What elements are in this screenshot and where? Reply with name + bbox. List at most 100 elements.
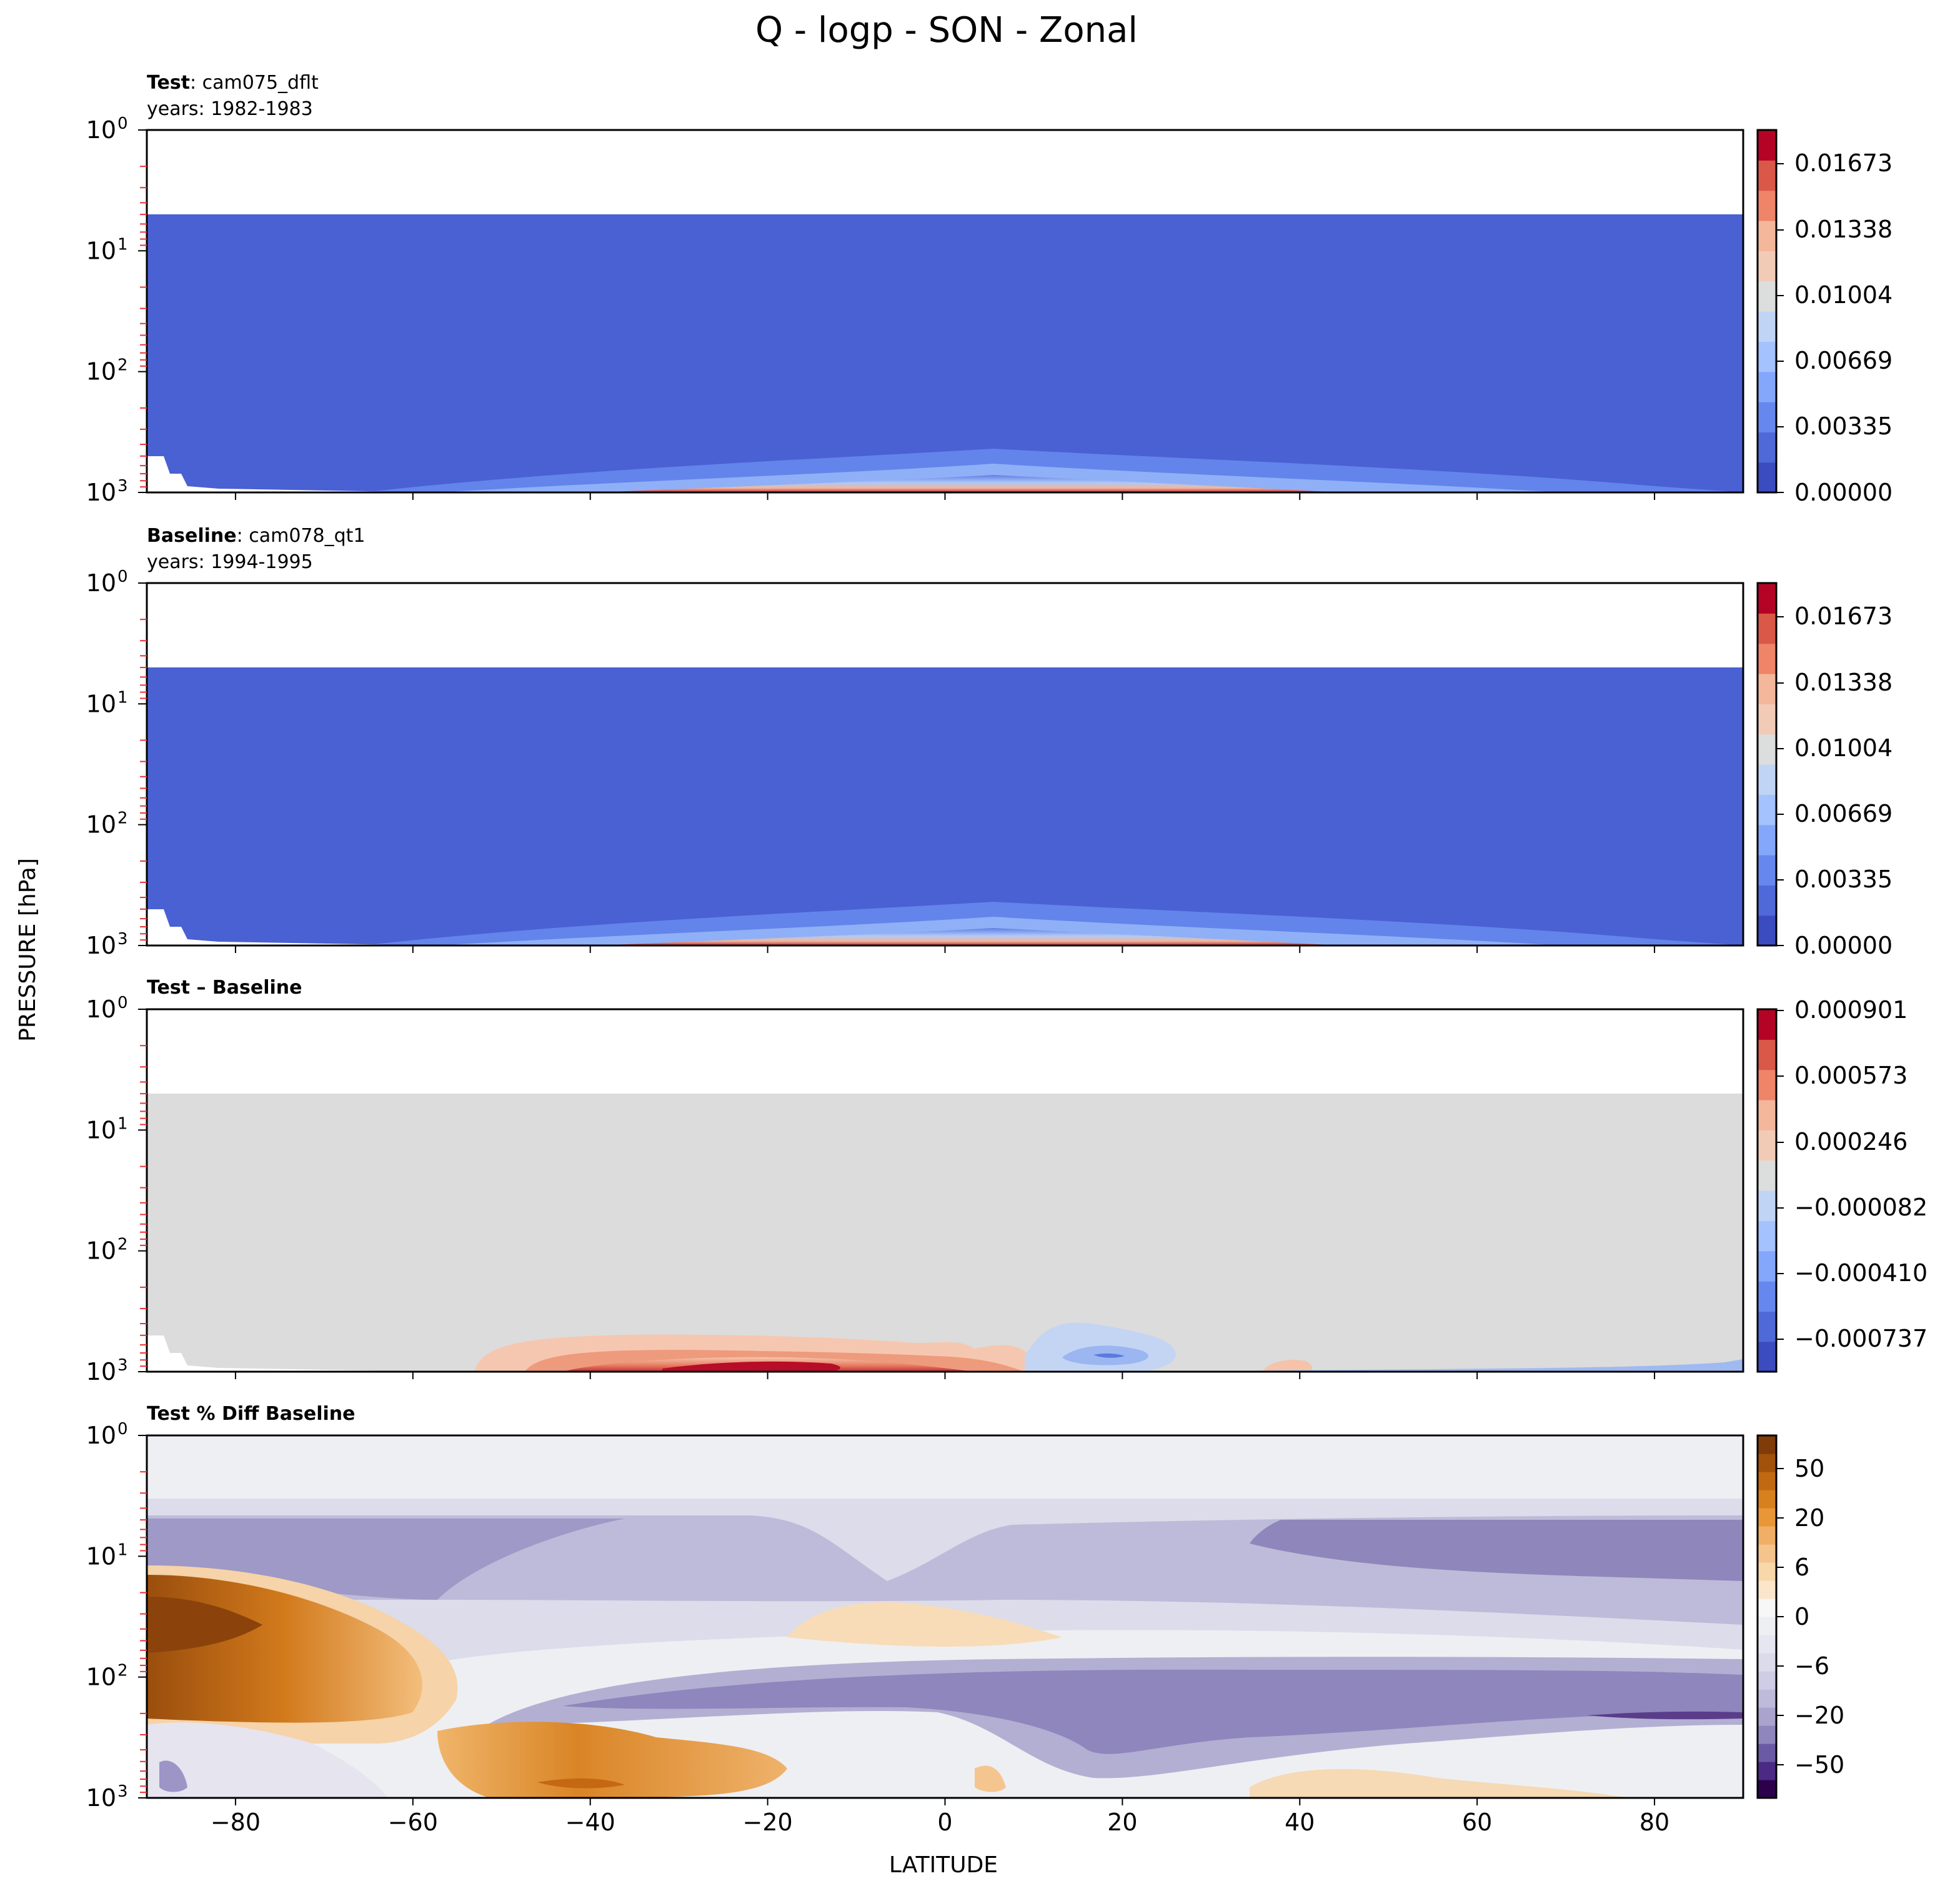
- colorbar-tick-label: 0.00000: [1794, 932, 1893, 959]
- colorbar-tick-label: 6: [1794, 1554, 1809, 1581]
- colorbar-tick-label: 0.000901: [1794, 996, 1908, 1024]
- colorbar-tick-label: 0.00669: [1794, 800, 1893, 827]
- y-tick-label: 10: [86, 1542, 116, 1570]
- colorbar-segment: [1758, 1454, 1776, 1472]
- plot-area: [146, 1434, 1744, 1799]
- y-tick-label: 10: [86, 690, 116, 717]
- colorbar-segment: [1758, 281, 1776, 312]
- colorbar: 0.01673 0.01338 0.01004 0.00669 0.00335 …: [1756, 129, 1893, 506]
- colorbar-segment: [1758, 402, 1776, 432]
- colorbar-tick-labels: 0.000901 0.000573 0.000246 −0.000082 −0.…: [1794, 996, 1928, 1352]
- colorbar-tick-labels: 0.01673 0.01338 0.01004 0.00669 0.00335 …: [1794, 149, 1893, 506]
- colorbar-segment: [1758, 1472, 1776, 1490]
- colorbar-segment: [1758, 1617, 1776, 1635]
- x-tick-label: 80: [1639, 1809, 1669, 1836]
- colorbar-segment: [1758, 764, 1776, 795]
- panel-subtitle: years: 1982-1983: [147, 98, 313, 120]
- colorbar-tick-label: 0: [1794, 1603, 1809, 1630]
- colorbar-segment: [1758, 1508, 1776, 1527]
- colorbar-segment: [1758, 1653, 1776, 1672]
- y-tick-label: 10: [86, 358, 116, 386]
- surface-layer-3: [594, 928, 1343, 946]
- panel-test: Test: cam075_dflt years: 1982-1983 10 010…: [86, 72, 1893, 506]
- x-axis: [234, 946, 1656, 953]
- colorbar-segment: [1758, 190, 1776, 221]
- x-tick-label: −40: [565, 1809, 615, 1836]
- q-field: [147, 214, 1743, 492]
- increase-sh-core: [147, 1597, 262, 1653]
- x-axis-label: LATITUDE: [889, 1852, 998, 1878]
- colorbar-tick-label: 20: [1794, 1504, 1824, 1532]
- y-tick-label: 10: [86, 1422, 116, 1449]
- decrease-band-lower-core: [562, 1669, 1743, 1754]
- colorbar-segment: [1758, 1009, 1776, 1040]
- colorbar-segment: [1758, 1671, 1776, 1690]
- y-tick-label: 10: [86, 932, 116, 959]
- colorbar-segment: [1758, 704, 1776, 735]
- x-tick-label: 0: [937, 1809, 952, 1836]
- y-tick-label-exponent: 2: [117, 809, 128, 828]
- panel-subtitle: years: 1994-1995: [147, 551, 313, 573]
- colorbar-segment: [1758, 1544, 1776, 1563]
- colorbar-fill: [1758, 1435, 1776, 1799]
- y-tick-label: 10: [86, 569, 116, 597]
- y-tick-label-exponent: 3: [117, 1782, 128, 1801]
- colorbar-ticks: [1776, 1468, 1784, 1765]
- colorbar-segment: [1758, 1190, 1776, 1221]
- colorbar-segment: [1758, 583, 1776, 614]
- colorbar-fill: [1758, 583, 1776, 946]
- y-tick-label: 10: [86, 995, 116, 1023]
- colorbar-tick-label: 0.00335: [1794, 866, 1893, 893]
- colorbar-segment: [1758, 160, 1776, 191]
- colorbar-segment: [1758, 824, 1776, 856]
- colorbar-segment: [1758, 674, 1776, 704]
- colorbar-tick-label: 0.000246: [1794, 1128, 1908, 1155]
- x-axis: [234, 492, 1656, 500]
- y-tick-label-exponent: 0: [117, 567, 128, 586]
- colorbar-fill: [1758, 130, 1776, 493]
- colorbar-segment: [1758, 794, 1776, 826]
- colorbar-frame: [1756, 1008, 1778, 1373]
- y-tick-label-exponent: 1: [117, 1540, 128, 1559]
- colorbar-segment: [1758, 855, 1776, 886]
- y-tick-label-exponent: 1: [117, 235, 128, 254]
- colorbar-segment: [1758, 1130, 1776, 1161]
- colorbar-fill: [1758, 1009, 1776, 1372]
- y-tick-label-exponent: 0: [117, 1420, 128, 1439]
- colorbar-segment: [1758, 613, 1776, 644]
- near-surface-increase-nh: [1250, 1769, 1624, 1797]
- y-tick-label: 10: [86, 116, 116, 144]
- colorbar-segment: [1758, 1725, 1776, 1744]
- colorbar-tick-label: 0.00335: [1794, 412, 1893, 440]
- colorbar-segment: [1758, 1689, 1776, 1708]
- panel-title: Test % Diff Baseline: [147, 1403, 356, 1425]
- x-tick-label: 60: [1462, 1809, 1492, 1836]
- y-tick-label: 10: [86, 811, 116, 839]
- colorbar-segment: [1758, 371, 1776, 402]
- positive-anomaly-north: [1262, 1359, 1312, 1372]
- colorbar-ticks: [1776, 616, 1784, 946]
- colorbar-tick-label: 0.01004: [1794, 281, 1893, 309]
- y-tick-label-exponent: 3: [117, 1356, 128, 1375]
- x-axis: [234, 1372, 1656, 1379]
- figure-title: Q - logp - SON - Zonal: [755, 10, 1138, 51]
- y-tick-label-exponent: 0: [117, 114, 128, 133]
- colorbar-segment: [1758, 1281, 1776, 1312]
- decrease-band-lower-min: [1587, 1711, 1743, 1720]
- colorbar-segment: [1758, 1762, 1776, 1780]
- increase-sh-lower-core: [537, 1778, 625, 1789]
- surface-missing: [147, 456, 437, 492]
- positive-anomaly-max: [662, 1361, 840, 1372]
- colorbar-segment: [1758, 432, 1776, 463]
- colorbar-ticks: [1776, 1010, 1784, 1340]
- y-tick-label-exponent: 2: [117, 1662, 128, 1680]
- colorbar-segment: [1758, 1490, 1776, 1509]
- panel-title-rest: : cam078_qt1: [237, 525, 366, 547]
- y-tick-label: 10: [86, 1358, 116, 1385]
